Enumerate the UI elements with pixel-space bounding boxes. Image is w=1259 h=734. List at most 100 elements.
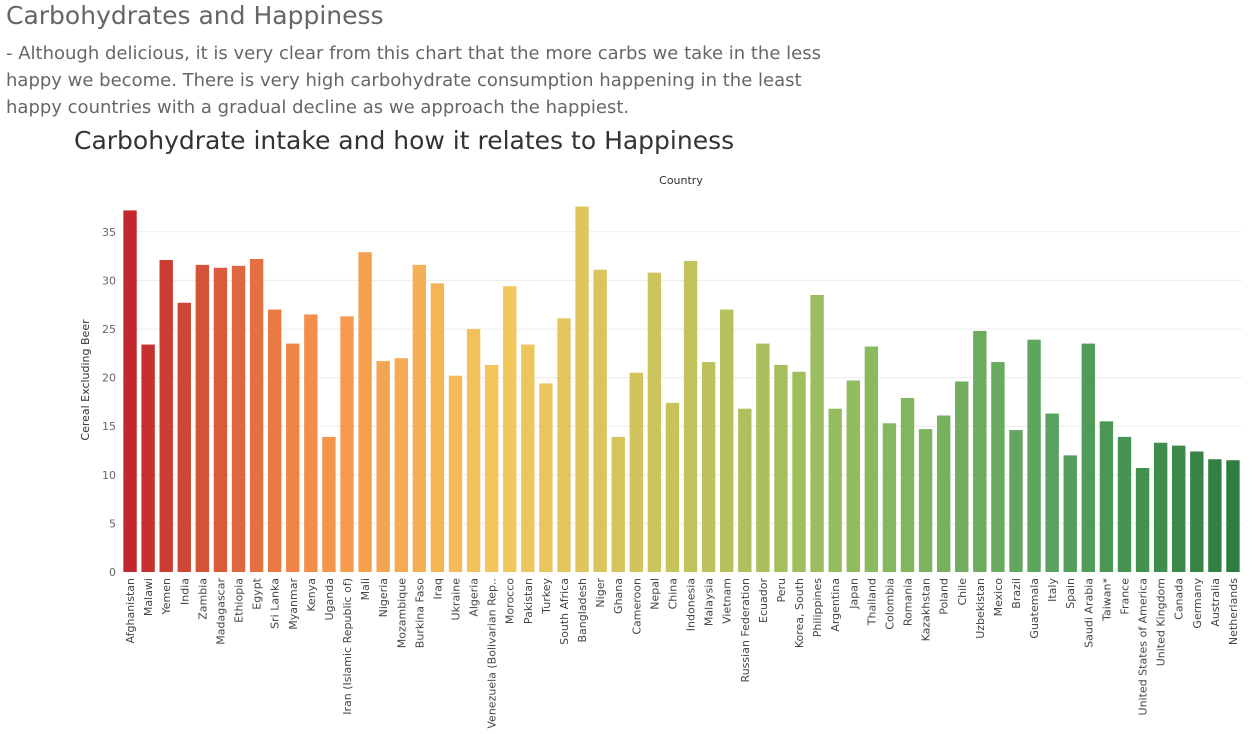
bar[interactable] bbox=[412, 264, 427, 572]
bar[interactable] bbox=[991, 362, 1005, 572]
bar[interactable] bbox=[539, 383, 553, 572]
bar[interactable] bbox=[792, 371, 806, 572]
x-tick-label: United States of America bbox=[1137, 578, 1150, 715]
bar[interactable] bbox=[701, 362, 716, 572]
y-tick-label: 5 bbox=[109, 517, 116, 530]
bar[interactable] bbox=[593, 269, 607, 572]
x-tick-label: Peru bbox=[775, 578, 788, 603]
page-title: Carbohydrates and Happiness bbox=[6, 1, 384, 30]
x-tick-label: Philippines bbox=[811, 578, 824, 638]
bar[interactable] bbox=[1153, 442, 1168, 572]
y-axis-title: Cereal Excluding Beer bbox=[79, 319, 92, 441]
y-tick-label: 0 bbox=[109, 566, 116, 579]
x-tick-label: Niger bbox=[594, 578, 607, 608]
y-tick-label: 35 bbox=[102, 226, 116, 239]
bar[interactable] bbox=[1081, 343, 1095, 572]
bar[interactable] bbox=[575, 206, 589, 572]
x-tick-label: Pakistan bbox=[522, 578, 535, 624]
x-tick-label: Nigeria bbox=[377, 578, 390, 617]
bar[interactable] bbox=[1009, 430, 1023, 572]
bar[interactable] bbox=[611, 436, 625, 572]
bar[interactable] bbox=[756, 343, 770, 572]
bar[interactable] bbox=[286, 343, 300, 572]
bar[interactable] bbox=[141, 344, 155, 572]
bar[interactable] bbox=[1099, 421, 1114, 572]
bar[interactable] bbox=[629, 372, 643, 572]
bar[interactable] bbox=[159, 259, 173, 572]
bar[interactable] bbox=[123, 210, 137, 573]
x-tick-label: Turkey bbox=[540, 578, 553, 615]
bar[interactable] bbox=[828, 408, 842, 572]
x-tick-label: Myanmar bbox=[287, 578, 300, 630]
x-tick-label: Colombia bbox=[883, 578, 896, 630]
x-tick-label: Malaysia bbox=[703, 578, 716, 626]
bar[interactable] bbox=[484, 364, 499, 572]
x-tick-label: South Africa bbox=[558, 578, 571, 645]
bar[interactable] bbox=[177, 302, 191, 572]
bar[interactable] bbox=[448, 375, 463, 572]
bar[interactable] bbox=[1190, 451, 1204, 572]
x-tick-label: Venezuela (Bolivarian Rep.. bbox=[486, 578, 499, 729]
bar[interactable] bbox=[973, 330, 987, 572]
x-tick-label: Taiwan* bbox=[1100, 578, 1113, 622]
x-tick-label: Mali bbox=[359, 578, 372, 600]
description-line-3: happy countries with a gradual decline a… bbox=[6, 97, 630, 118]
x-tick-label: Algeria bbox=[468, 578, 481, 617]
x-tick-label: Romania bbox=[902, 578, 915, 626]
bar[interactable] bbox=[249, 259, 264, 572]
x-tick-label: Vietnam bbox=[721, 578, 734, 624]
bar[interactable] bbox=[1172, 445, 1186, 572]
x-tick-label: Yemen bbox=[160, 578, 173, 616]
bar[interactable] bbox=[503, 286, 517, 572]
bar[interactable] bbox=[358, 252, 372, 572]
chart-title: Carbohydrate intake and how it relates t… bbox=[74, 126, 735, 155]
x-tick-label: Indonesia bbox=[685, 578, 698, 631]
x-tick-label: Uzbekistan bbox=[974, 578, 987, 639]
bar[interactable] bbox=[647, 272, 662, 572]
bar[interactable] bbox=[1135, 468, 1150, 572]
bar[interactable] bbox=[846, 380, 860, 572]
x-tick-label: Cameroon bbox=[630, 578, 643, 635]
x-tick-label: Kenya bbox=[305, 578, 318, 612]
x-tick-label: China bbox=[666, 578, 679, 609]
bar[interactable] bbox=[231, 265, 246, 572]
bar[interactable] bbox=[955, 381, 969, 572]
bar[interactable] bbox=[683, 260, 698, 572]
bar[interactable] bbox=[1208, 459, 1222, 572]
bar[interactable] bbox=[466, 329, 481, 572]
bar[interactable] bbox=[213, 267, 228, 572]
x-tick-label: Nepal bbox=[648, 578, 661, 610]
y-tick-label: 15 bbox=[102, 420, 116, 433]
bar[interactable] bbox=[1226, 460, 1240, 572]
bar[interactable] bbox=[882, 423, 897, 572]
x-tick-label: Argentina bbox=[829, 578, 842, 632]
bar[interactable] bbox=[774, 364, 788, 572]
bar[interactable] bbox=[195, 264, 210, 572]
bar[interactable] bbox=[430, 283, 445, 572]
bar[interactable] bbox=[918, 429, 933, 572]
bar[interactable] bbox=[340, 316, 354, 572]
bar[interactable] bbox=[665, 402, 680, 572]
bar[interactable] bbox=[720, 309, 734, 572]
bar[interactable] bbox=[1027, 339, 1041, 572]
bar[interactable] bbox=[394, 358, 408, 572]
bar[interactable] bbox=[810, 294, 824, 572]
x-tick-label: Saudi Arabia bbox=[1082, 578, 1095, 648]
bar[interactable] bbox=[304, 314, 318, 572]
x-tick-label: Mozambique bbox=[395, 578, 408, 648]
bar[interactable] bbox=[1045, 413, 1059, 572]
bar[interactable] bbox=[521, 344, 535, 572]
bar[interactable] bbox=[1117, 436, 1132, 572]
x-tick-label: India bbox=[178, 578, 191, 605]
x-tick-label: Bangladesh bbox=[576, 578, 589, 643]
bar[interactable] bbox=[900, 398, 915, 572]
bar[interactable] bbox=[268, 309, 282, 572]
bar[interactable] bbox=[557, 318, 571, 572]
bar[interactable] bbox=[376, 361, 390, 572]
bar[interactable] bbox=[864, 346, 879, 573]
x-tick-label: Morocco bbox=[504, 578, 517, 624]
bar[interactable] bbox=[322, 436, 336, 572]
bar[interactable] bbox=[738, 408, 752, 572]
bar[interactable] bbox=[1063, 455, 1077, 572]
bar[interactable] bbox=[936, 415, 951, 572]
